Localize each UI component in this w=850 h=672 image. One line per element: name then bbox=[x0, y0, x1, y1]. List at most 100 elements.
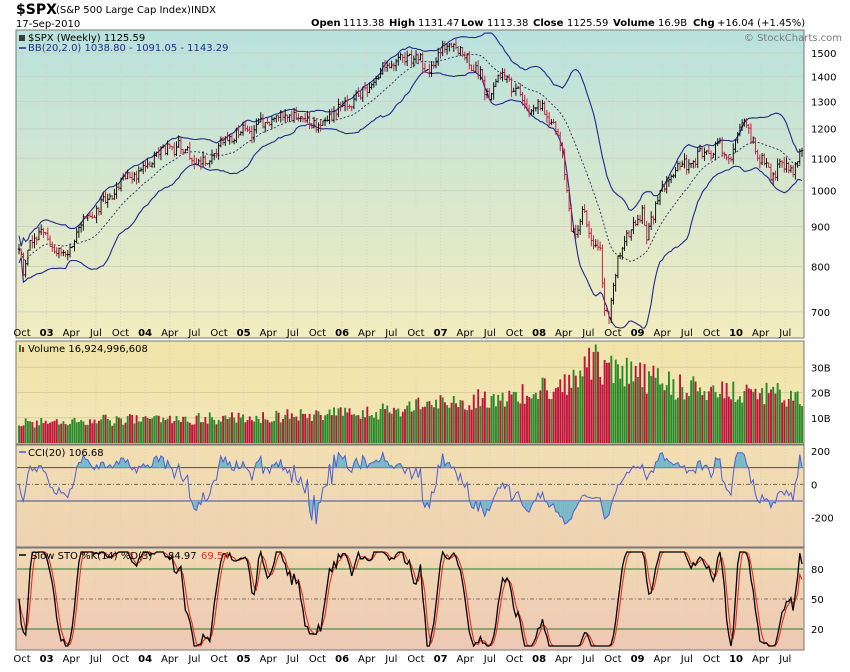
volume-bar bbox=[792, 401, 794, 443]
volume-bar bbox=[692, 376, 694, 443]
bb-legend-label: BB(20,2.0) 1038.80 - 1091.05 - 1143.29 bbox=[28, 43, 229, 54]
volume-bar bbox=[801, 406, 803, 443]
volume-bar bbox=[781, 403, 783, 443]
volume-bar bbox=[400, 416, 402, 443]
volume-bar bbox=[153, 416, 155, 443]
volume-bar bbox=[351, 415, 353, 443]
volume-bar bbox=[457, 407, 459, 443]
volume-bar bbox=[335, 415, 337, 443]
time-tick-label: Oct bbox=[407, 328, 424, 339]
close-value: 1125.59 bbox=[567, 18, 608, 29]
stoch-d-value: 69.54 bbox=[201, 551, 230, 562]
volume-bar bbox=[255, 416, 257, 443]
volume-bar bbox=[227, 419, 229, 443]
volume-bar bbox=[466, 410, 468, 443]
volume-bar bbox=[125, 423, 127, 443]
volume-bar bbox=[697, 391, 699, 443]
volume-bar bbox=[169, 416, 171, 443]
volume-bar bbox=[260, 423, 262, 443]
time-tick-label-bottom: Apr bbox=[63, 654, 81, 665]
volume-bar bbox=[162, 418, 164, 443]
volume-bar bbox=[156, 415, 158, 443]
cci-fill bbox=[121, 458, 123, 468]
volume-bar bbox=[779, 390, 781, 443]
volume-bar bbox=[557, 387, 559, 443]
volume-bar bbox=[675, 400, 677, 443]
time-tick-label: 08 bbox=[532, 328, 546, 339]
volume-bar bbox=[322, 420, 324, 443]
volume-bar bbox=[145, 416, 147, 443]
volume-bar bbox=[300, 409, 302, 443]
time-tick-label-bottom: Apr bbox=[161, 654, 179, 665]
volume-bar bbox=[413, 410, 415, 443]
time-tick-label-bottom: Jul bbox=[483, 654, 496, 665]
volume-bar bbox=[701, 395, 703, 443]
watermark: © StockCharts.com bbox=[744, 33, 842, 44]
volume-bar bbox=[790, 391, 792, 443]
time-tick-label: Jul bbox=[680, 328, 693, 339]
index-name: (S&P 500 Large Cap Index) bbox=[56, 5, 191, 16]
time-tick-label-bottom: Apr bbox=[358, 654, 376, 665]
volume-bar bbox=[695, 382, 697, 443]
volume-bar bbox=[200, 422, 202, 443]
volume-bar bbox=[437, 408, 439, 443]
volume-bar bbox=[207, 424, 209, 443]
low-value: 1113.38 bbox=[487, 18, 528, 29]
volume-bar bbox=[770, 390, 772, 443]
cci-fill bbox=[569, 501, 571, 520]
cci-fill bbox=[79, 462, 81, 467]
volume-bar bbox=[599, 377, 601, 443]
volume-bar bbox=[386, 406, 388, 443]
volume-bar bbox=[721, 382, 723, 443]
volume-bar bbox=[158, 416, 160, 443]
volume-tick-label: 20B bbox=[811, 389, 831, 400]
volume-bar bbox=[264, 419, 266, 443]
volume-bar bbox=[562, 392, 564, 443]
open-value: 1113.38 bbox=[343, 18, 384, 29]
volume-bar bbox=[639, 363, 641, 443]
time-tick-label: Jul bbox=[581, 328, 594, 339]
volume-bar bbox=[628, 384, 630, 443]
volume-bar bbox=[648, 371, 650, 443]
volume-bar bbox=[389, 412, 391, 443]
stoch-legend-label: Slow STO %K(14) %D(3) bbox=[31, 551, 152, 562]
volume-bar bbox=[621, 366, 623, 443]
volume-bar bbox=[539, 390, 541, 443]
cci-fill bbox=[605, 501, 607, 519]
time-tick-label: Apr bbox=[555, 328, 573, 339]
time-tick-label: Oct bbox=[13, 328, 30, 339]
volume-bar bbox=[448, 408, 450, 443]
volume-bar bbox=[462, 401, 464, 443]
volume-bar bbox=[579, 370, 581, 443]
volume-bar bbox=[739, 396, 741, 443]
time-tick-label: Apr bbox=[752, 328, 770, 339]
time-tick-label-bottom: Jul bbox=[286, 654, 299, 665]
volume-legend: Volume 16,924,996,608 bbox=[19, 344, 148, 355]
time-tick-label-bottom: Jul bbox=[680, 654, 693, 665]
volume-bar bbox=[475, 408, 477, 443]
chg-value: +16.04 (+1.45%) bbox=[717, 18, 805, 29]
volume-bar bbox=[719, 394, 721, 443]
volume-bar bbox=[286, 409, 288, 443]
price-legend-swatch bbox=[19, 35, 25, 41]
cci-fill bbox=[527, 501, 529, 512]
time-tick-label-bottom: Apr bbox=[752, 654, 770, 665]
volume-bar bbox=[404, 409, 406, 443]
time-tick-label-bottom: Oct bbox=[13, 654, 30, 665]
volume-bar bbox=[204, 417, 206, 443]
volume-bar bbox=[453, 396, 455, 443]
time-tick-label: 06 bbox=[335, 328, 349, 339]
volume-bar bbox=[94, 420, 96, 443]
volume-bar bbox=[542, 378, 544, 443]
volume-bar bbox=[610, 356, 612, 443]
volume-bar bbox=[604, 360, 606, 443]
volume-bar bbox=[49, 423, 51, 443]
volume-bar bbox=[116, 416, 118, 443]
cci-fill bbox=[660, 453, 662, 468]
volume-bar bbox=[136, 415, 138, 443]
volume-bar bbox=[595, 345, 597, 443]
volume-bar bbox=[29, 421, 31, 443]
volume-bar bbox=[486, 408, 488, 443]
cci-tick-label: 0 bbox=[811, 480, 817, 491]
volume-bar bbox=[644, 364, 646, 443]
